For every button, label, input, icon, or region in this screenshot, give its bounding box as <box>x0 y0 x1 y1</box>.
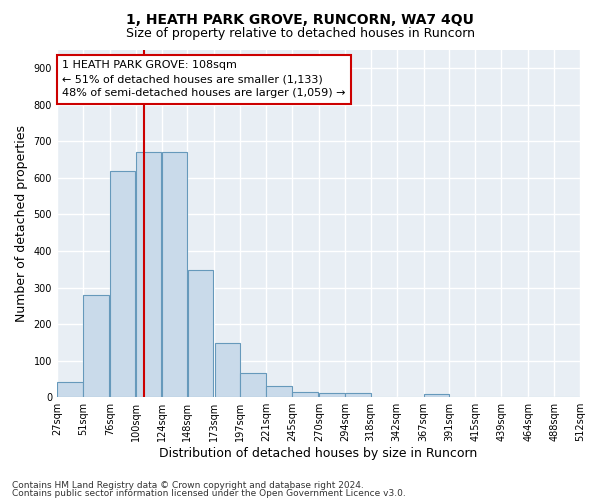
Bar <box>345 393 371 397</box>
Y-axis label: Number of detached properties: Number of detached properties <box>15 125 28 322</box>
Bar <box>241 374 266 397</box>
Bar <box>136 152 161 397</box>
Bar <box>83 295 109 397</box>
X-axis label: Distribution of detached houses by size in Runcorn: Distribution of detached houses by size … <box>160 447 478 460</box>
Bar <box>215 343 240 397</box>
Bar <box>161 152 187 397</box>
Bar <box>424 394 449 397</box>
Bar <box>292 392 318 397</box>
Text: 1 HEATH PARK GROVE: 108sqm
← 51% of detached houses are smaller (1,133)
48% of s: 1 HEATH PARK GROVE: 108sqm ← 51% of deta… <box>62 60 346 98</box>
Text: Contains HM Land Registry data © Crown copyright and database right 2024.: Contains HM Land Registry data © Crown c… <box>12 480 364 490</box>
Text: Size of property relative to detached houses in Runcorn: Size of property relative to detached ho… <box>125 28 475 40</box>
Bar <box>266 386 292 397</box>
Text: Contains public sector information licensed under the Open Government Licence v3: Contains public sector information licen… <box>12 489 406 498</box>
Bar <box>110 170 136 397</box>
Bar <box>319 393 345 397</box>
Bar <box>188 270 213 397</box>
Text: 1, HEATH PARK GROVE, RUNCORN, WA7 4QU: 1, HEATH PARK GROVE, RUNCORN, WA7 4QU <box>126 12 474 26</box>
Bar <box>57 382 83 397</box>
